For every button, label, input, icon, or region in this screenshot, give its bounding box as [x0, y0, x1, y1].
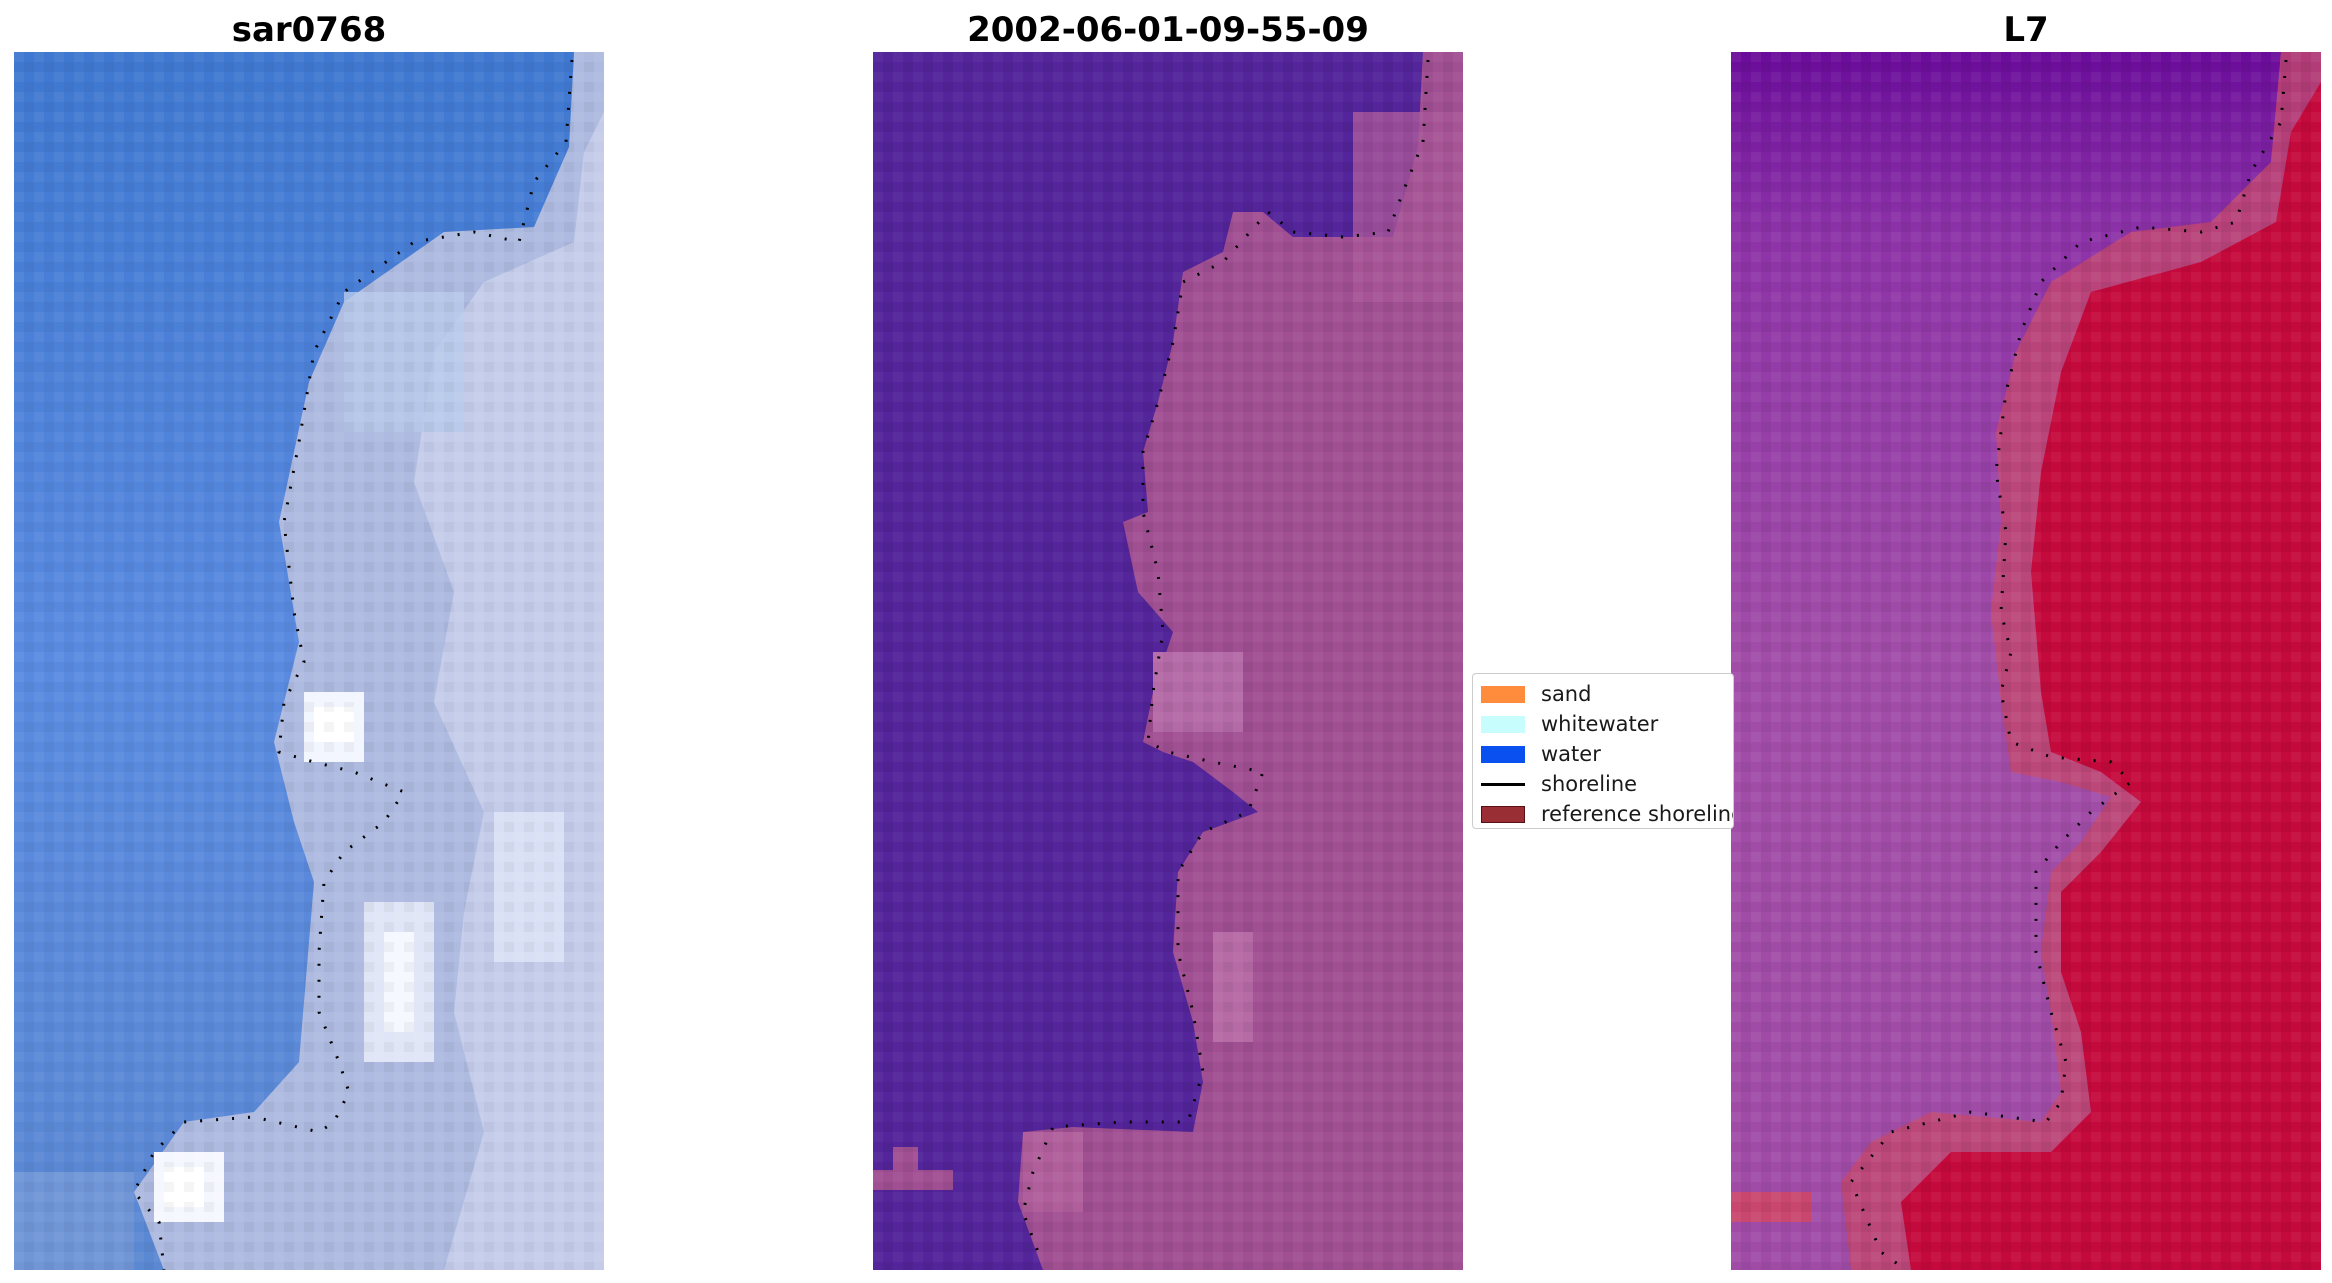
rgb-image [14, 52, 604, 1270]
legend-swatch-sand [1481, 686, 1525, 703]
panel-title-classified: 2002-06-01-09-55-09 [967, 10, 1369, 50]
legend-label-reference-shoreline: reference shoreline [1541, 802, 1734, 826]
index-image [1731, 52, 2321, 1270]
legend-item-whitewater: whitewater [1473, 708, 1733, 738]
panel-title-rgb: sar0768 [231, 10, 387, 50]
legend-swatch-shoreline [1481, 783, 1525, 786]
legend-swatch-reference-shoreline [1481, 806, 1525, 823]
index-image-panel [1731, 52, 2321, 1270]
panel-title-index: L7 [2003, 10, 2049, 50]
legend-label-water: water [1541, 742, 1601, 766]
legend-item-reference-shoreline: reference shoreline [1473, 798, 1733, 828]
legend-swatch-water [1481, 746, 1525, 763]
legend-item-water: water [1473, 738, 1733, 768]
classified-image-panel [873, 52, 1463, 1270]
legend: sand whitewater water shoreline referenc… [1472, 673, 1734, 829]
legend-label-sand: sand [1541, 682, 1592, 706]
legend-label-shoreline: shoreline [1541, 772, 1638, 796]
legend-item-sand: sand [1473, 678, 1733, 708]
legend-swatch-whitewater [1481, 716, 1525, 733]
classified-image [873, 52, 1463, 1270]
rgb-image-panel [14, 52, 604, 1270]
legend-label-whitewater: whitewater [1541, 712, 1659, 736]
legend-item-shoreline: shoreline [1473, 768, 1733, 798]
